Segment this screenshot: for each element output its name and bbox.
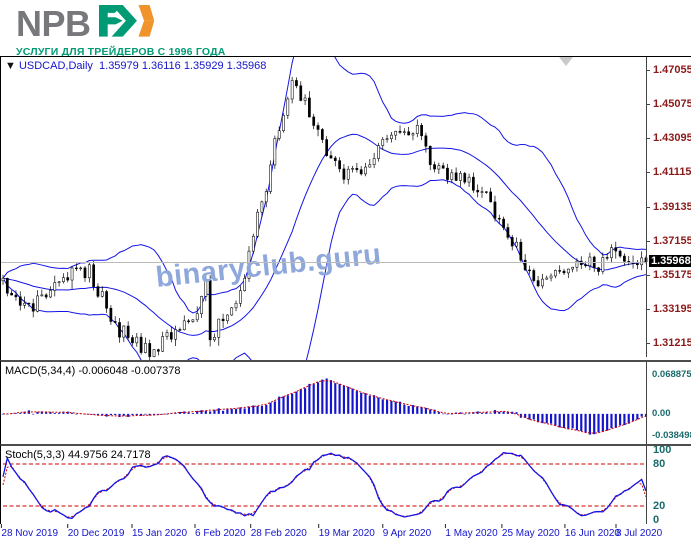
svg-text:28 Feb 2020: 28 Feb 2020 (251, 528, 308, 539)
svg-text:6 Feb 2020: 6 Feb 2020 (195, 528, 246, 539)
svg-text:NPB: NPB (16, 3, 91, 44)
svg-text:20 Dec 2019: 20 Dec 2019 (68, 528, 125, 539)
svg-text:25 May 2020: 25 May 2020 (502, 528, 560, 539)
svg-text:9 Apr 2020: 9 Apr 2020 (383, 528, 432, 539)
svg-text:16 Jun 2020: 16 Jun 2020 (565, 528, 620, 539)
svg-text:15 Jan 2020: 15 Jan 2020 (132, 528, 187, 539)
svg-text:8 Jul 2020: 8 Jul 2020 (616, 528, 663, 539)
svg-text:28 Nov 2019: 28 Nov 2019 (1, 528, 58, 539)
svg-text:1 May 2020: 1 May 2020 (445, 528, 498, 539)
svg-text:19 Mar 2020: 19 Mar 2020 (319, 528, 376, 539)
